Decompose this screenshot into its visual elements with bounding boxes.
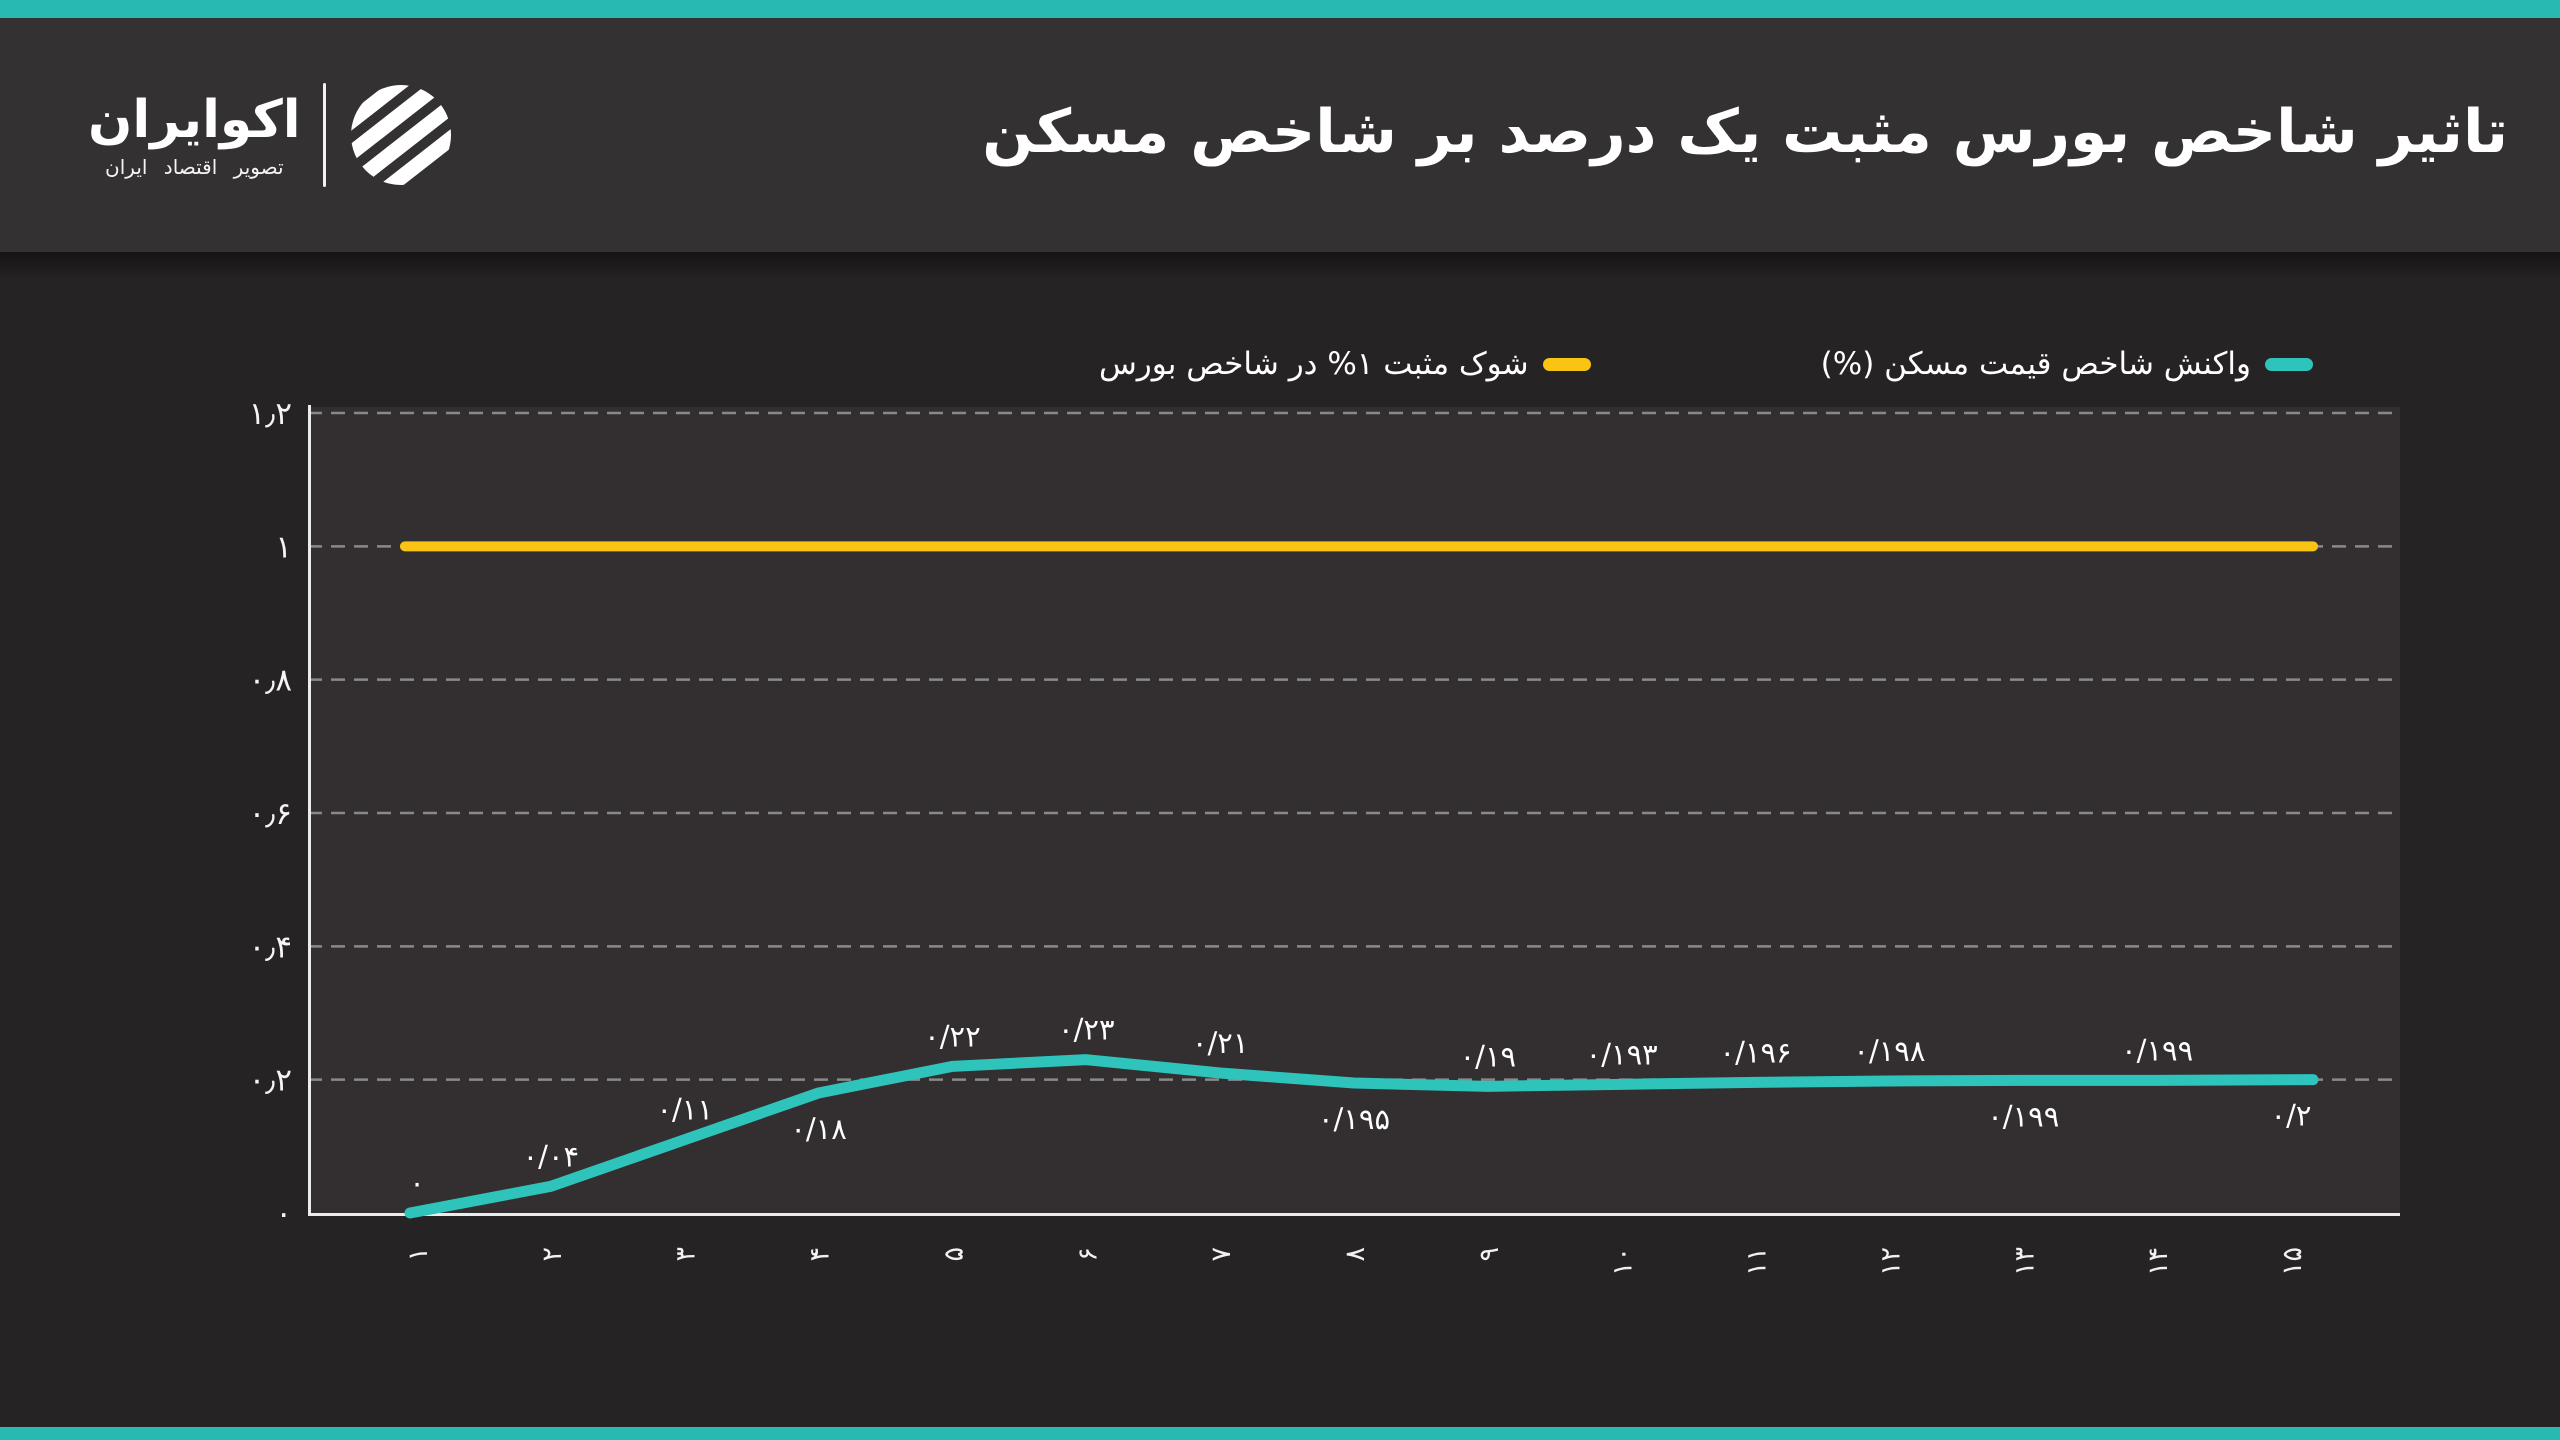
x-tick-label: ۱۱ xyxy=(1742,1247,1773,1276)
x-tick-label: ۱۳ xyxy=(2009,1247,2040,1276)
y-tick-label: ۰٫۸ xyxy=(249,663,292,699)
data-label: ۰/۰۴ xyxy=(523,1139,580,1173)
data-label: ۰/۲۲ xyxy=(924,1019,981,1053)
legend-label-housing: واکنش شاخص قیمت مسکن (%) xyxy=(1820,346,2251,382)
y-tick-label: ۰٫۴ xyxy=(249,929,292,965)
x-tick-label: ۳ xyxy=(671,1247,702,1262)
chart-title: تاثیر شاخص بورس مثبت یک درصد بر شاخص مسک… xyxy=(982,97,2508,168)
x-tick-label: ۷ xyxy=(1206,1247,1237,1262)
x-tick-label: ۱۲ xyxy=(1875,1247,1906,1276)
brand-tagline: تصویر اقتصاد ایران xyxy=(105,154,284,179)
brand-text: اکوایران تصویر اقتصاد ایران xyxy=(88,90,301,179)
brand-name: اکوایران xyxy=(88,90,301,151)
x-tick-label: ۴ xyxy=(805,1247,836,1262)
series-housing-line xyxy=(404,1054,2319,1219)
x-tick-label: ۹ xyxy=(1474,1247,1505,1262)
legend-item-shock: شوک مثبت ۱% در شاخص بورس xyxy=(1099,346,1591,382)
y-tick-label: ۱ xyxy=(275,529,292,565)
x-tick-label: ۶ xyxy=(1072,1247,1103,1262)
plot-area xyxy=(308,407,2400,1213)
y-tick-label: ۰٫۲ xyxy=(249,1063,292,1099)
brand-logo: اکوایران تصویر اقتصاد ایران xyxy=(88,77,454,193)
data-label: ۰/۱۸ xyxy=(790,1112,847,1146)
legend-swatch-housing xyxy=(2265,357,2313,371)
x-tick-label: ۲ xyxy=(537,1247,568,1262)
x-tick-label: ۱ xyxy=(403,1247,434,1262)
legend: شوک مثبت ۱% در شاخص بورس واکنش شاخص قیمت… xyxy=(1099,346,2313,382)
legend-swatch-shock xyxy=(1542,357,1591,371)
y-tick-label: ۰ xyxy=(275,1196,292,1232)
brand-mark-icon xyxy=(350,85,451,185)
data-label: ۰/۱۹۵ xyxy=(1318,1102,1390,1136)
data-label: ۰/۱۹۹ xyxy=(1987,1099,2059,1133)
data-label: ۰/۱۹ xyxy=(1460,1039,1517,1073)
data-label: ۰/۱۱ xyxy=(656,1093,713,1127)
top-accent-bar xyxy=(0,0,2560,18)
x-tick-label: ۵ xyxy=(938,1247,969,1262)
data-label: ۰/۱۹۳ xyxy=(1586,1037,1658,1071)
data-label: ۰/۱۹۸ xyxy=(1853,1034,1925,1068)
x-tick-label: ۱۴ xyxy=(2143,1247,2174,1276)
data-label: ۰/۲۳ xyxy=(1058,1013,1115,1047)
data-label: ۰ xyxy=(409,1166,425,1200)
y-tick-label: ۰٫۶ xyxy=(249,796,292,832)
data-label: ۰/۱۹۶ xyxy=(1720,1035,1792,1069)
legend-item-housing: واکنش شاخص قیمت مسکن (%) xyxy=(1821,346,2313,382)
legend-label-shock: شوک مثبت ۱% در شاخص بورس xyxy=(1098,346,1529,382)
y-tick-label: ۱٫۲ xyxy=(249,396,292,432)
x-tick-label: ۸ xyxy=(1340,1247,1371,1262)
bottom-accent-bar xyxy=(0,1427,2560,1440)
data-label: ۰/۲۱ xyxy=(1192,1026,1249,1060)
x-tick-label: ۱۵ xyxy=(2277,1247,2308,1276)
data-label: ۰/۲ xyxy=(2271,1099,2312,1133)
x-tick-label: ۱۰ xyxy=(1608,1247,1639,1276)
brand-divider xyxy=(322,83,326,187)
data-label: ۰/۱۹۹ xyxy=(2121,1033,2193,1067)
